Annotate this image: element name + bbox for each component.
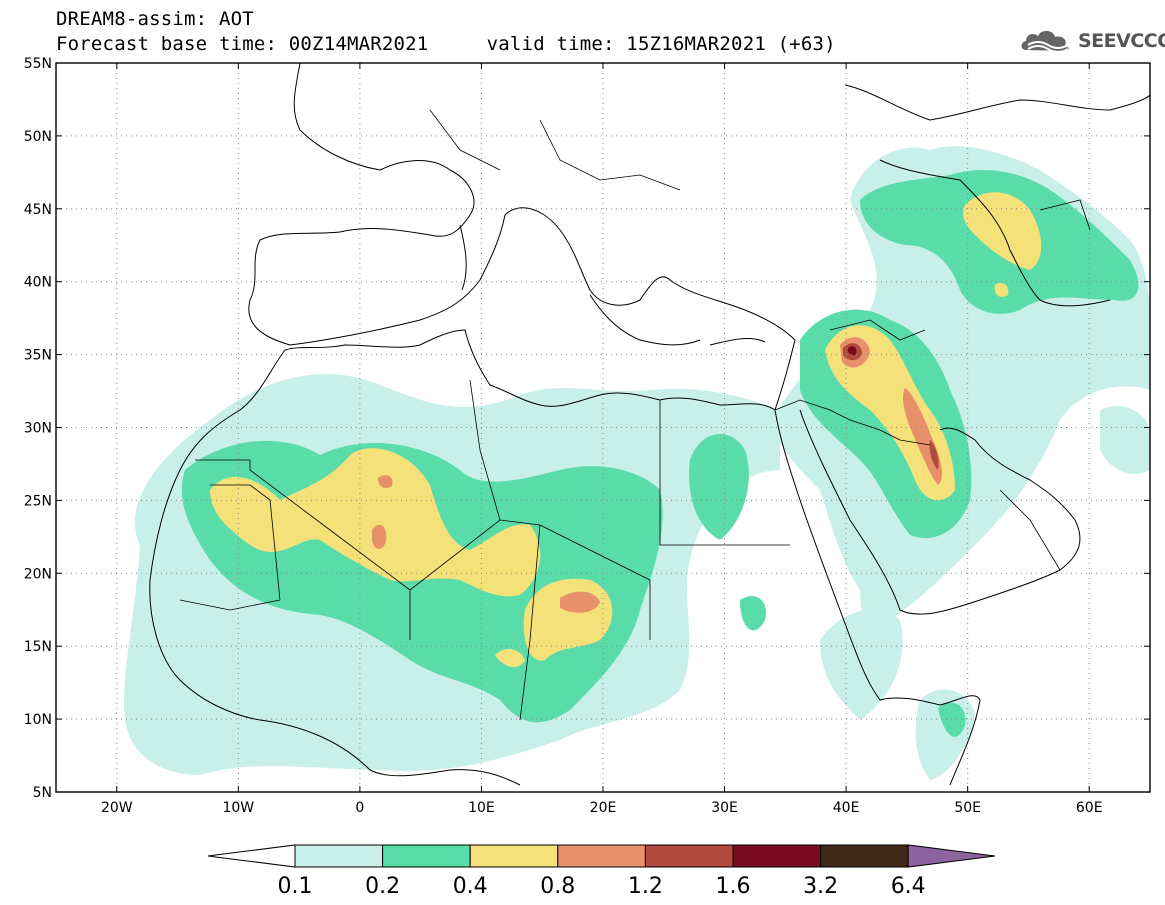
lat-tick-label: 40N xyxy=(24,275,52,291)
colorbar-bin xyxy=(557,844,646,868)
aot-band-0.8 xyxy=(372,337,942,613)
colorbar-label: 3.2 xyxy=(803,874,838,899)
colorbar-bin xyxy=(382,844,471,868)
lon-tick-label: 20W xyxy=(101,800,133,816)
aot-band-1.6 xyxy=(847,346,857,356)
logo-text: SEEVCCC xyxy=(1078,30,1165,52)
lat-tick-label: 10N xyxy=(24,712,52,728)
colorbar-label: 1.6 xyxy=(716,874,751,899)
colorbar-label: 0.4 xyxy=(453,874,488,899)
colorbar-bin xyxy=(644,844,734,868)
lat-tick-label: 30N xyxy=(24,421,52,437)
lat-tick-label: 35N xyxy=(24,348,52,364)
colorbar-bin xyxy=(820,844,909,868)
colorbar-over-arrow xyxy=(907,844,996,868)
lat-tick-label: 25N xyxy=(24,493,52,509)
colorbar-label: 0.1 xyxy=(278,874,313,899)
lon-tick-label: 50E xyxy=(954,800,981,816)
colorbar-label: 1.2 xyxy=(628,874,663,899)
lat-tick-label: 15N xyxy=(24,639,52,655)
colorbar-under-arrow xyxy=(207,844,296,868)
aot-field xyxy=(123,146,1150,780)
lon-tick-label: 60E xyxy=(1076,800,1103,816)
lat-tick-label: 5N xyxy=(33,785,52,801)
colorbar-label: 0.2 xyxy=(365,874,400,899)
country-borders xyxy=(179,109,1091,721)
lat-tick-label: 50N xyxy=(24,129,52,145)
colorbar-label: 0.8 xyxy=(540,874,575,899)
lon-tick-label: 10W xyxy=(222,800,254,816)
lat-tick-label: 20N xyxy=(24,566,52,582)
lat-tick-label: 45N xyxy=(24,202,52,218)
coastlines xyxy=(149,63,1150,786)
colorbar-bin xyxy=(469,844,559,868)
colorbar-label: 6.4 xyxy=(891,874,926,899)
colorbar-bin xyxy=(294,844,384,868)
lon-tick-label: 20E xyxy=(590,800,617,816)
lat-tick-label: 55N xyxy=(24,56,52,72)
colorbar-bin xyxy=(732,844,822,868)
lon-tick-label: 30E xyxy=(711,800,738,816)
lon-tick-label: 40E xyxy=(833,800,860,816)
cloud-icon xyxy=(1021,30,1069,53)
lon-tick-label: 0 xyxy=(355,800,364,816)
map-title: DREAM8-assim: AOT xyxy=(56,8,254,30)
lon-tick-label: 10E xyxy=(468,800,495,816)
colorbar: 0.1 0.2 0.4 0.8 1.2 1.6 3.2 6.4 xyxy=(207,844,996,899)
seevccc-logo: SEEVCCC xyxy=(1018,26,1165,56)
axis-ticks: 20W 10W 0 10E 20E 30E 40E 50E 60E 55N 50N 45N 40N 35N… xyxy=(24,56,1150,816)
forecast-time-info: Forecast base time: 00Z14MAR2021 valid t… xyxy=(56,33,836,55)
